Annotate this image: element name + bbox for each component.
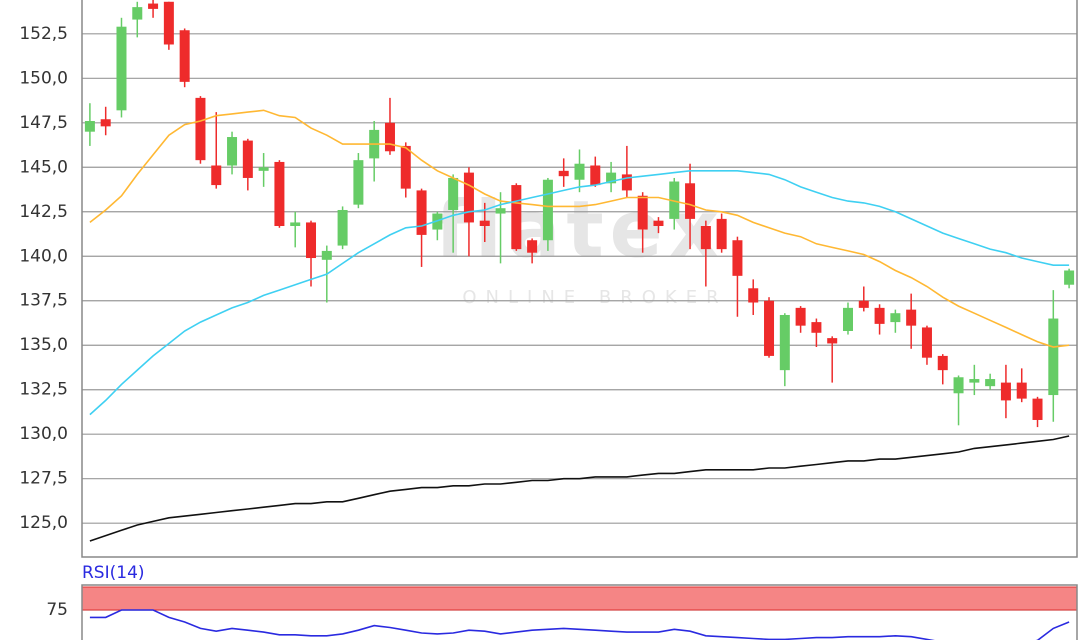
candle-body [921, 327, 932, 358]
lines [89, 609, 1070, 640]
candle-body [306, 222, 317, 259]
candle-body [890, 313, 901, 323]
line-series [89, 609, 1070, 640]
candle-body [827, 338, 838, 344]
y-tick-label: 150,0 [19, 68, 68, 88]
candle-body [732, 240, 743, 276]
rsi-title: RSI(14) [82, 563, 145, 583]
y-tick-label: 140,0 [19, 246, 68, 266]
candle-body [163, 1, 174, 45]
candle-body [511, 185, 522, 250]
candle-body [1016, 382, 1027, 399]
candle-body [858, 300, 869, 308]
lines [89, 109, 1070, 542]
line-series [89, 435, 1070, 542]
y-tick-label: 75 [46, 600, 68, 620]
candle-body [985, 379, 996, 387]
candle-body [590, 165, 601, 186]
candle-body [1000, 382, 1011, 401]
candle-body [906, 309, 917, 326]
y-tick-label: 125,0 [19, 513, 68, 533]
y-tick-label: 135,0 [19, 335, 68, 355]
candle-body [669, 181, 680, 219]
y-tick-label: 127,5 [19, 469, 68, 489]
candle-body [764, 300, 775, 356]
main-frame [81, 0, 1078, 558]
candle-body [495, 208, 506, 214]
y-tick-label: 145,0 [19, 157, 68, 177]
y-tick-label: 142,5 [19, 202, 68, 222]
candle-body [716, 218, 727, 250]
candle-body [700, 226, 711, 250]
y-tick-label: 147,5 [19, 113, 68, 133]
y-tick-label: 132,5 [19, 380, 68, 400]
candle-body [179, 30, 190, 82]
candle-body [621, 174, 632, 191]
candle-body [227, 137, 238, 166]
candle-body [653, 220, 664, 227]
candle-body [448, 177, 459, 210]
rsi-frame [81, 584, 1078, 640]
watermark-subtitle: ONLINE BROKER [462, 287, 727, 308]
candle-body [811, 322, 822, 333]
candle-body [242, 140, 253, 178]
watermark: flatex [435, 185, 725, 275]
candle-body [874, 307, 885, 324]
candle-body [574, 163, 585, 180]
candle-body [274, 161, 285, 227]
candle-body [353, 160, 364, 205]
candle-body [148, 3, 159, 9]
y-tick-label: 137,5 [19, 291, 68, 311]
candle-body [606, 172, 617, 184]
candle-body [321, 250, 332, 260]
candle-body [290, 222, 301, 227]
rsi-band [81, 586, 1078, 611]
candle-body [779, 314, 790, 371]
candle-body [479, 220, 490, 227]
candle-body [1032, 398, 1043, 420]
candle-body [1048, 318, 1059, 396]
candle-body [953, 377, 964, 394]
y-tick-label: 130,0 [19, 424, 68, 444]
candle-body [1064, 270, 1075, 285]
line-series [89, 170, 1070, 416]
candle-body [84, 121, 95, 132]
candle-body [400, 145, 411, 189]
candle-body [842, 307, 853, 331]
candle-body [211, 165, 222, 186]
candle-body [795, 307, 806, 326]
candle-body [258, 167, 269, 171]
candle-body [969, 379, 980, 383]
y-tick-label: 152,5 [19, 24, 68, 44]
line-series [89, 109, 1070, 348]
candle-body [100, 119, 111, 127]
candle-body [937, 355, 948, 371]
candle-body [685, 183, 696, 219]
candle-body [542, 179, 553, 241]
candle-body [195, 97, 206, 161]
candle-body [527, 240, 538, 253]
candle-body [416, 190, 427, 235]
candle-body [637, 195, 648, 230]
candle-body [463, 172, 474, 223]
candles [84, 0, 1075, 428]
candle-body [116, 26, 127, 111]
candle-body [337, 209, 348, 246]
candle-body [558, 170, 569, 177]
candle-body [132, 7, 143, 20]
candle-body [384, 122, 395, 152]
candle-body [748, 288, 759, 303]
